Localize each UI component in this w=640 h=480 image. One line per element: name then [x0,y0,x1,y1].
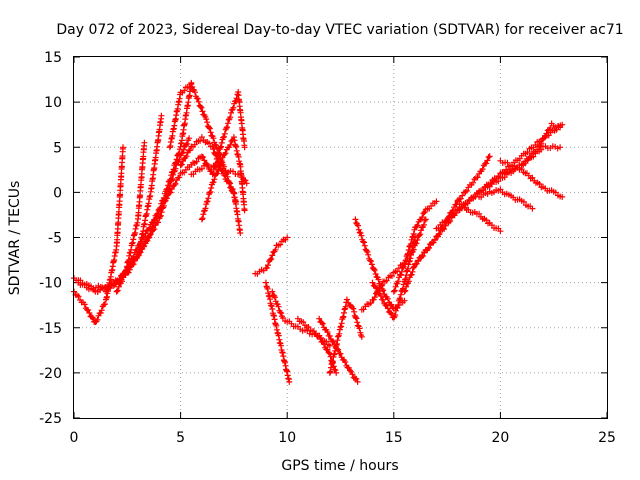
series-arc-06 [113,153,216,295]
series-markers [188,161,250,187]
grid [74,57,607,418]
chart-title: Day 072 of 2023, Sidereal Day-to-day VTE… [56,22,623,38]
series-arc-13 [262,279,293,385]
series-markers [113,153,216,295]
series-markers [454,198,504,235]
series-markers [252,234,291,277]
y-tick-label: 5 [53,140,62,156]
y-tick-label: 10 [44,95,62,111]
y-tick-label: 15 [44,50,62,66]
series-arc-15 [294,315,340,376]
series-markers [390,198,440,295]
series-arc-27 [476,186,536,212]
series-arc-21 [390,198,440,295]
y-tick-label: -25 [39,411,62,427]
y-tick-label: -15 [39,321,62,337]
series-arc-12 [252,234,291,277]
x-tick-label: 20 [491,430,509,446]
x-tick-label: 10 [278,430,296,446]
series-markers [476,186,536,212]
series-arc-29 [518,120,564,169]
series-arc-26 [454,198,504,235]
x-tick-label: 5 [176,430,185,446]
series-arc-10 [209,89,248,178]
x-tick-label: 15 [385,430,403,446]
y-axis-label: SDTVAR / TECUs [7,181,23,296]
y-tick-label: -10 [39,276,62,292]
x-tick-label: 0 [70,430,79,446]
series-markers [262,279,293,385]
series-markers [326,296,365,376]
plot-frame [73,56,608,419]
tick-labels: 0 5 10 15 20 25 -25 -20 -15 -10 -5 0 5 10 15 [39,50,616,446]
x-tick-label: 25 [598,430,616,446]
series-markers [518,120,564,169]
series-arc-20 [369,234,419,321]
x-axis-label: GPS time / hours [281,458,398,474]
series-markers [209,89,248,178]
series-markers [497,157,566,200]
series-markers [369,234,419,321]
series-arc-28 [497,157,566,200]
y-tick-label: -20 [39,366,62,382]
series-arc-11 [188,161,250,187]
series-arc-17 [326,296,365,376]
series-markers [294,315,340,376]
y-tick-label: 0 [53,185,62,201]
y-tick-label: -5 [48,231,62,247]
